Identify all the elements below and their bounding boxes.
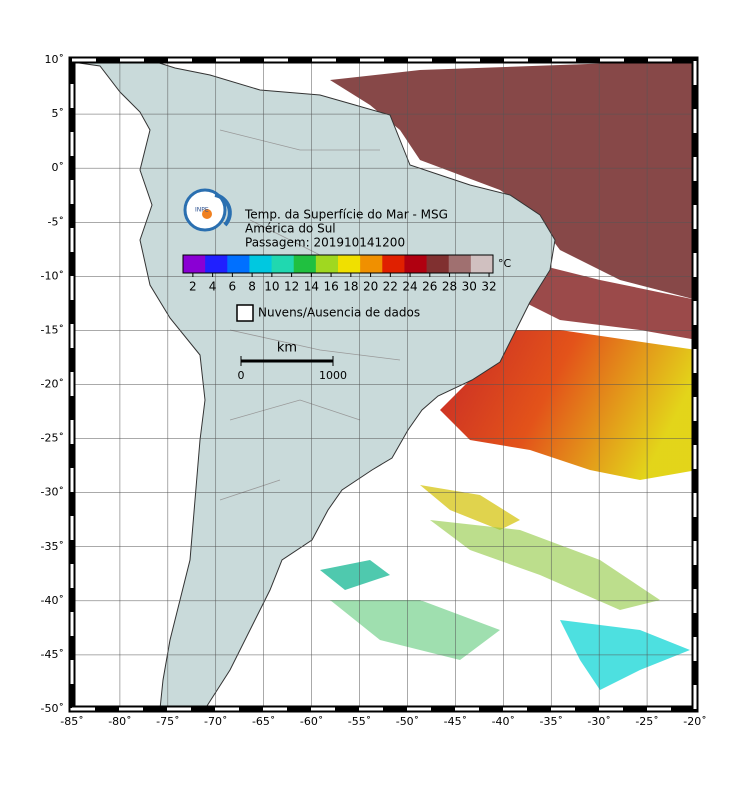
colorbar-label: 4 xyxy=(209,280,217,294)
y-tick-label: -35˚ xyxy=(41,540,64,553)
x-tick-label: -85˚ xyxy=(60,715,83,728)
y-tick-label: -30˚ xyxy=(41,486,64,499)
colorbar-cell xyxy=(183,255,206,273)
x-tick-label: -20˚ xyxy=(683,715,706,728)
y-tick-label: 5˚ xyxy=(52,107,65,120)
y-tick-label: 10˚ xyxy=(45,53,65,66)
x-tick-label: -80˚ xyxy=(108,715,131,728)
sst-patch xyxy=(320,560,390,590)
logo: INPE xyxy=(183,188,232,232)
colorbar-border xyxy=(182,254,494,274)
x-tick-label: -75˚ xyxy=(156,715,179,728)
x-tick-label: -65˚ xyxy=(252,715,275,728)
scale-unit: km xyxy=(277,341,297,356)
cloud-swatch xyxy=(236,304,254,322)
colorbar-cell xyxy=(293,255,317,273)
colorbar-cell xyxy=(404,255,428,273)
sst-patch xyxy=(420,485,520,530)
colorbar-cell xyxy=(271,255,295,273)
y-tick-label: -10˚ xyxy=(41,269,64,282)
colorbar-label: 10 xyxy=(264,280,279,294)
colorbar-cell xyxy=(360,255,383,273)
sst-patch xyxy=(330,600,500,660)
colorbar-label: 16 xyxy=(323,280,338,294)
y-tick-label: -5˚ xyxy=(48,215,64,228)
scale-label: 1000 xyxy=(319,369,347,382)
colorbar-label: 24 xyxy=(402,280,417,294)
logo-arrow xyxy=(214,193,232,227)
colorbar-cell xyxy=(426,255,450,273)
y-tick-label: -20˚ xyxy=(41,378,64,391)
colorbar-cell xyxy=(470,255,494,273)
x-tick-label: -35˚ xyxy=(539,715,562,728)
legend-title: Temp. da Superfície do Mar - MSG xyxy=(244,208,448,222)
cloud-label: Nuvens/Ausencia de dados xyxy=(258,306,420,320)
x-tick-label: -55˚ xyxy=(348,715,371,728)
colorbar-label: 22 xyxy=(383,280,398,294)
colorbar-cell xyxy=(227,255,250,273)
x-tick-label: -40˚ xyxy=(492,715,515,728)
legend-title: América do Sul xyxy=(245,222,336,236)
colorbar-label: 20 xyxy=(363,280,378,294)
colorbar-label: 2 xyxy=(189,280,197,294)
colorbar-label: 14 xyxy=(304,280,319,294)
y-tick-label: -50˚ xyxy=(41,702,64,715)
colorbar-label: 32 xyxy=(481,280,496,294)
colorbar-label: 18 xyxy=(343,280,358,294)
colorbar-label: 6 xyxy=(229,280,237,294)
x-tick-label: -30˚ xyxy=(587,715,610,728)
logo-text: INPE xyxy=(195,207,209,214)
sst-warm xyxy=(330,60,695,300)
colorbar-label: 28 xyxy=(442,280,457,294)
colorbar-cell xyxy=(205,255,228,273)
y-tick-label: -25˚ xyxy=(41,432,64,445)
scale-bar: 0 1000 xyxy=(238,356,347,382)
x-tick-label: -45˚ xyxy=(444,715,467,728)
y-tick-label: -45˚ xyxy=(41,648,64,661)
colorbar-cell xyxy=(382,255,405,273)
logo-dot xyxy=(202,209,212,219)
sst-patch xyxy=(430,520,660,610)
scale-label: 0 xyxy=(238,369,245,382)
y-tick-label: -15˚ xyxy=(41,323,64,336)
colorbar-cell xyxy=(338,255,361,273)
colorbar-cell xyxy=(249,255,273,273)
sst-warm xyxy=(520,260,695,340)
colorbar-label: 12 xyxy=(284,280,299,294)
x-tick-label: -70˚ xyxy=(204,715,227,728)
colorbar-label: 8 xyxy=(248,280,256,294)
sst-field xyxy=(320,60,695,690)
y-tick-label: -40˚ xyxy=(41,594,64,607)
colorbar-cell xyxy=(315,255,339,273)
colorbar-label: 30 xyxy=(462,280,477,294)
legend-title: Passagem: 201910141200 xyxy=(245,236,405,250)
x-tick-label: -25˚ xyxy=(635,715,658,728)
sst-band xyxy=(440,330,695,480)
x-tick-label: -60˚ xyxy=(300,715,323,728)
y-tick-label: 0˚ xyxy=(52,161,65,174)
frame-dashes xyxy=(70,58,697,711)
colorbar-unit: °C xyxy=(498,257,512,270)
x-tick-label: -50˚ xyxy=(396,715,419,728)
colorbar-cell xyxy=(448,255,472,273)
colorbar: 2 4 6 8 10 12 14 16 18 20 22 24 26 28 30 32 xyxy=(182,254,497,294)
colorbar-label: 26 xyxy=(422,280,437,294)
